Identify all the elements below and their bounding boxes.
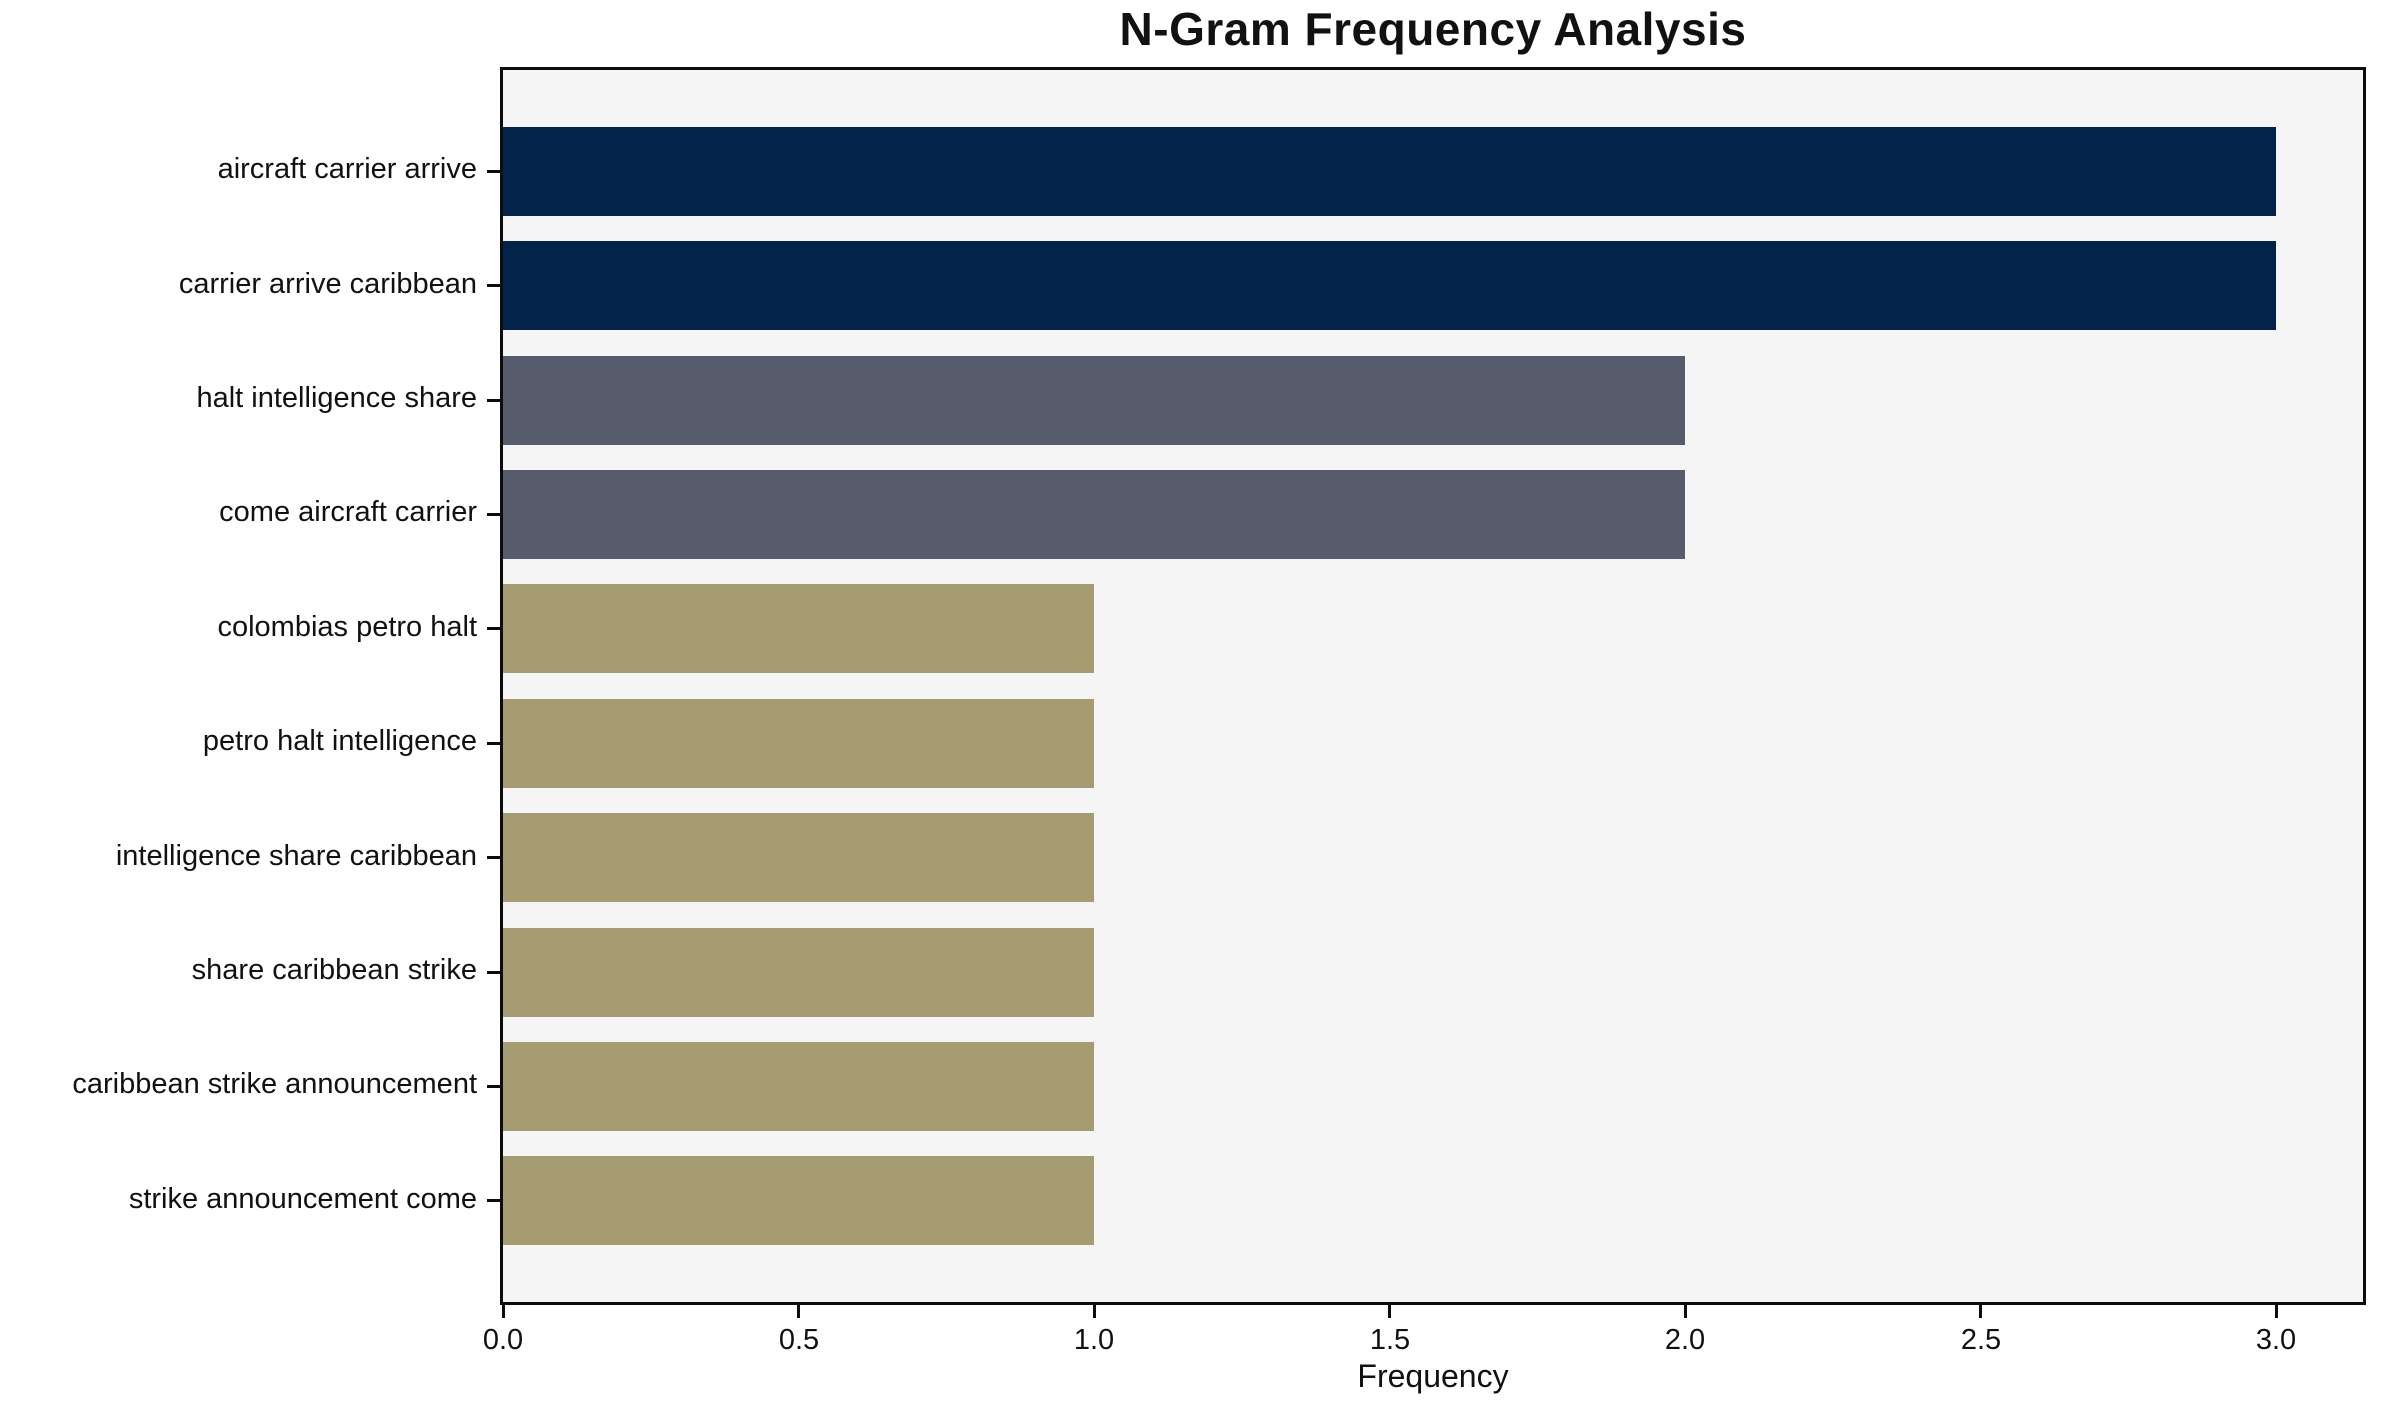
y-axis-tick-label: petro halt intelligence — [202, 725, 477, 757]
x-axis-tick-label: 0.5 — [778, 1324, 820, 1356]
y-axis-tick-mark — [487, 971, 500, 974]
y-axis-tick-mark — [487, 170, 500, 173]
y-axis-tick-label: carrier arrive caribbean — [178, 268, 477, 300]
bar — [503, 1156, 1095, 1245]
bar — [503, 241, 2277, 330]
x-axis-tick-label: 1.5 — [1369, 1324, 1411, 1356]
x-axis-label: Frequency — [1357, 1358, 1509, 1394]
y-axis-tick-label: share caribbean strike — [191, 954, 477, 986]
x-axis-tick-label: 2.0 — [1664, 1324, 1706, 1356]
chart-title: N-Gram Frequency Analysis — [1119, 3, 1747, 55]
bar — [503, 127, 2277, 216]
bar — [503, 928, 1095, 1017]
x-axis-tick-label: 3.0 — [2255, 1324, 2297, 1356]
y-axis-tick-label: aircraft carrier arrive — [217, 153, 477, 185]
bar — [503, 584, 1095, 673]
y-axis-tick-mark — [487, 1085, 500, 1088]
y-axis-tick-label: colombias petro halt — [217, 611, 477, 643]
y-axis-tick-label: strike announcement come — [128, 1183, 477, 1215]
y-axis-tick-label: intelligence share caribbean — [115, 840, 477, 872]
y-axis-tick-mark — [487, 513, 500, 516]
y-axis-tick-label: come aircraft carrier — [219, 496, 477, 528]
y-axis-tick-label: caribbean strike announcement — [72, 1068, 477, 1100]
bar — [503, 699, 1095, 788]
x-axis-tick-mark — [1684, 1305, 1687, 1318]
bar — [503, 813, 1095, 902]
x-axis-tick-label: 0.0 — [482, 1324, 524, 1356]
y-axis-tick-mark — [487, 856, 500, 859]
plot-area — [500, 67, 2366, 1305]
y-axis-tick-mark — [487, 284, 500, 287]
x-axis-tick-mark — [2275, 1305, 2278, 1318]
y-axis-tick-mark — [487, 399, 500, 402]
y-axis-tick-mark — [487, 627, 500, 630]
bar — [503, 1042, 1095, 1131]
x-axis-tick-mark — [1388, 1305, 1391, 1318]
y-axis-tick-mark — [487, 1199, 500, 1202]
x-axis-tick-mark — [1979, 1305, 1982, 1318]
y-axis-tick-label: halt intelligence share — [196, 382, 477, 414]
bar — [503, 470, 1686, 559]
x-axis-tick-label: 1.0 — [1073, 1324, 1115, 1356]
bar — [503, 356, 1686, 445]
y-axis-tick-mark — [487, 742, 500, 745]
x-axis-tick-mark — [797, 1305, 800, 1318]
x-axis-tick-label: 2.5 — [1960, 1324, 2002, 1356]
x-axis-tick-mark — [1093, 1305, 1096, 1318]
x-axis-tick-mark — [502, 1305, 505, 1318]
